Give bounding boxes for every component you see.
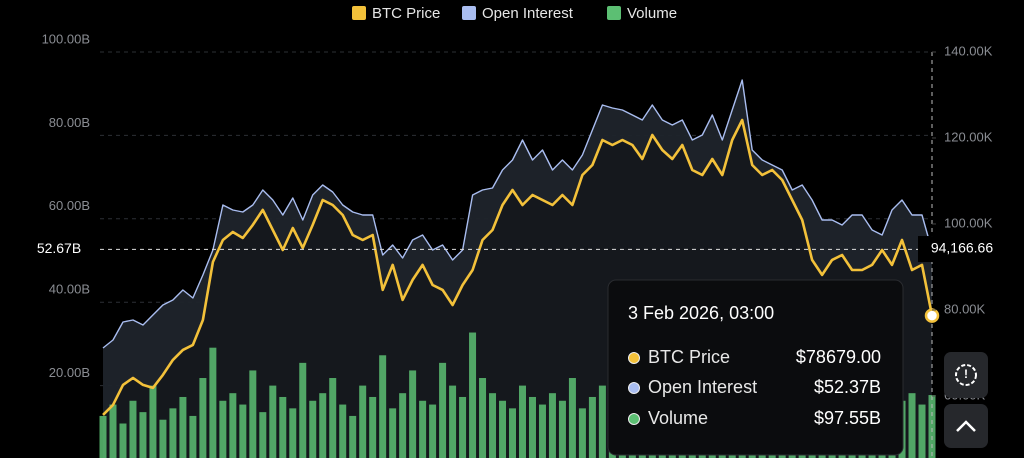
volume-bar xyxy=(469,332,477,458)
crosshair-y2-label: 94,166.66 xyxy=(931,240,993,256)
y-tick-label: 80.00B xyxy=(49,115,90,130)
y2-tick-label: 100.00K xyxy=(944,215,993,230)
scroll-top-button[interactable] xyxy=(944,404,988,448)
volume-bar xyxy=(399,393,407,458)
legend-swatch xyxy=(607,6,621,20)
y-tick-label: 40.00B xyxy=(49,282,90,297)
volume-bar xyxy=(359,385,367,458)
y-tick-label: 20.00B xyxy=(49,365,90,380)
tooltip-series-name: Open Interest xyxy=(648,377,757,397)
legend-label: BTC Price xyxy=(372,5,440,22)
hover-point xyxy=(924,308,940,323)
volume-bar xyxy=(139,412,147,458)
tooltip-series-name: Volume xyxy=(648,408,708,428)
volume-bar xyxy=(219,400,227,458)
series-line xyxy=(102,79,933,349)
volume-bar xyxy=(379,355,387,458)
volume-bar xyxy=(369,396,377,458)
volume-bar xyxy=(279,396,287,458)
tooltip-dot xyxy=(628,352,640,364)
volume-bar xyxy=(548,393,556,458)
volume-bar xyxy=(259,412,267,458)
volume-bar xyxy=(538,404,546,458)
volume-bar xyxy=(518,385,526,458)
overlay: 52.67B 94,166.66 xyxy=(18,52,1008,458)
legend-label: Volume xyxy=(627,5,677,22)
volume-bar xyxy=(928,395,936,458)
y2-tick-label: 140.00K xyxy=(944,43,993,58)
volume-bar xyxy=(109,404,117,458)
volume-bar xyxy=(159,419,167,458)
tooltip-title: 3 Feb 2026, 03:00 xyxy=(628,303,774,323)
volume-bar xyxy=(189,415,197,458)
volume-bar xyxy=(558,400,566,458)
volume-bar xyxy=(349,415,357,458)
volume-bar xyxy=(289,408,297,458)
tooltip-value: $78679.00 xyxy=(796,347,881,367)
legend-swatch xyxy=(352,6,366,20)
tooltip-dot xyxy=(628,382,640,394)
volume-bar xyxy=(459,396,467,458)
button-bg[interactable] xyxy=(944,404,988,448)
volume-bar xyxy=(908,393,916,458)
volume-bar xyxy=(479,378,487,458)
volume-bar xyxy=(229,393,237,458)
tooltip-series-name: BTC Price xyxy=(648,347,730,367)
volume-bar xyxy=(119,423,127,458)
tooltip-value: $97.55B xyxy=(814,408,881,428)
volume-bar xyxy=(449,385,457,458)
volume-bar xyxy=(509,408,517,458)
volume-bar xyxy=(409,370,417,458)
tooltip-box xyxy=(607,279,904,456)
volume-bar xyxy=(209,347,217,458)
volume-bar xyxy=(319,393,327,458)
volume-bar xyxy=(269,385,277,458)
volume-bar xyxy=(339,404,347,458)
volume-bar xyxy=(309,400,317,458)
tooltip-dot xyxy=(628,413,640,425)
volume-bar xyxy=(149,385,157,458)
volume-bar xyxy=(499,400,507,458)
volume-bar xyxy=(299,362,307,458)
volume-bar xyxy=(918,404,926,458)
volume-bar xyxy=(99,415,107,458)
series-line xyxy=(102,118,934,416)
volume-bar xyxy=(598,385,606,458)
volume-bar xyxy=(329,378,337,458)
volume-bar xyxy=(419,400,427,458)
settings-button[interactable]: ! xyxy=(944,352,988,398)
volume-bar xyxy=(129,400,137,458)
y2-tick-label: 120.00K xyxy=(944,129,993,144)
volume-bar xyxy=(528,396,536,458)
crosshair-label-bg xyxy=(918,236,1008,263)
chevron-up-icon[interactable] xyxy=(956,420,976,432)
y-tick-label: 100.00B xyxy=(42,31,90,46)
button-bg[interactable] xyxy=(944,352,988,398)
volume-bar xyxy=(179,396,187,458)
legend-swatch xyxy=(462,6,476,20)
volume-bar xyxy=(489,393,497,458)
tooltip-value: $52.37B xyxy=(814,377,881,397)
volume-bar xyxy=(199,378,207,458)
volume-bar xyxy=(439,362,447,458)
volume-bar xyxy=(578,408,586,458)
crosshair-label-bg xyxy=(18,236,100,263)
y2-tick-label: 80.00K xyxy=(944,301,986,316)
volume-bar xyxy=(429,404,437,458)
volume-bar xyxy=(169,408,177,458)
settings-icon-mark[interactable]: ! xyxy=(964,367,968,381)
volume-bar xyxy=(239,404,247,458)
volume-bar xyxy=(568,378,576,458)
volume-bar xyxy=(389,408,397,458)
tooltip: 3 Feb 2026, 03:00 BTC Price $78679.00 Open… xyxy=(607,279,904,456)
volume-bar xyxy=(588,396,596,458)
legend-label: Open Interest xyxy=(482,5,574,22)
settings-icon[interactable] xyxy=(955,364,977,386)
y-tick-label: 60.00B xyxy=(49,198,90,213)
volume-bar xyxy=(249,370,257,458)
crosshair-y-label: 52.67B xyxy=(37,240,81,256)
